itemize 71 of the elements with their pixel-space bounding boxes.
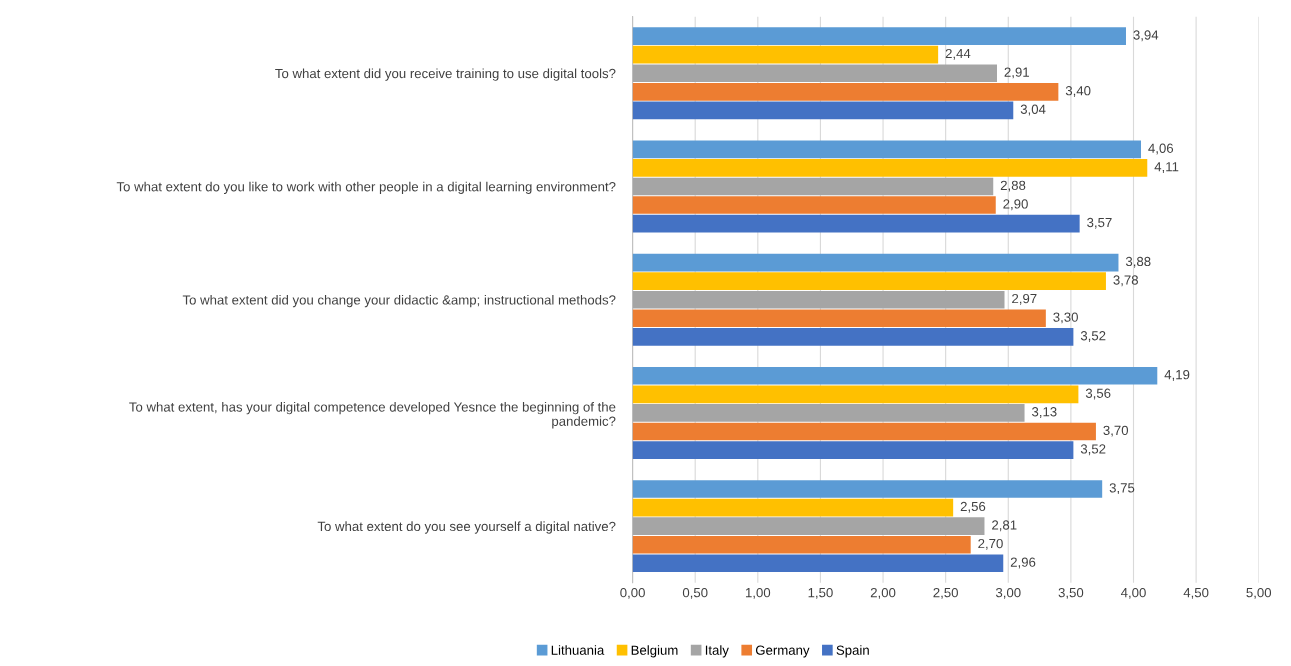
data-label: 3,78 — [1113, 275, 1138, 287]
y-tick-label: To what extent did you receive training to use digital tools? — [275, 68, 616, 81]
bar — [632, 140, 1142, 159]
data-label: 2,96 — [1010, 557, 1036, 569]
x-tick-label: 0,00 — [620, 587, 645, 599]
data-label: 3,40 — [1065, 86, 1091, 97]
bar — [632, 498, 954, 517]
data-label: 3,30 — [1053, 312, 1078, 324]
data-label: 3,13 — [1032, 407, 1057, 419]
legend-label: Lithuania — [551, 645, 605, 655]
legend-label: Italy — [705, 645, 729, 658]
bar — [632, 64, 997, 83]
bar — [632, 196, 996, 214]
y-tick-label: To what extent, has your digital competence developed Yesnce the beginning of the pandemic? — [129, 401, 616, 429]
bar — [632, 290, 1005, 309]
bar — [632, 441, 1074, 459]
bar — [632, 83, 1059, 101]
data-label: 3,52 — [1080, 444, 1106, 456]
bar — [632, 309, 1046, 328]
bar — [632, 366, 1158, 385]
x-tick-label: 1,00 — [745, 587, 771, 599]
x-tick-label: 4,00 — [1120, 587, 1146, 599]
data-label: 2,90 — [1003, 199, 1028, 211]
data-label: 2,91 — [1004, 67, 1029, 79]
data-label: 3,75 — [1109, 483, 1135, 495]
x-tick-label: 3,50 — [1058, 587, 1084, 599]
data-label: 2,70 — [978, 538, 1003, 550]
bar — [632, 272, 1106, 290]
data-label: 3,04 — [1020, 104, 1046, 116]
bar — [632, 554, 1004, 573]
legend-label: Spain — [836, 645, 869, 658]
y-tick-label: To what extent do you see yourself a digital native? — [317, 521, 616, 534]
data-label: 2,81 — [992, 520, 1017, 532]
x-tick-label: 2,00 — [870, 587, 896, 599]
bar — [632, 517, 985, 535]
x-tick-label: 0,50 — [682, 587, 708, 599]
data-label: 4,06 — [1148, 143, 1174, 155]
legend-label: Germany — [755, 645, 810, 658]
x-tick-label: 1,50 — [808, 587, 833, 599]
data-label: 3,52 — [1080, 331, 1106, 342]
data-label: 3,94 — [1133, 30, 1159, 42]
bar — [632, 385, 1079, 404]
bar — [632, 328, 1074, 346]
data-label: 4,19 — [1164, 369, 1190, 381]
x-tick-label: 3,00 — [995, 587, 1021, 599]
bar — [632, 422, 1096, 441]
x-tick-label: 5,00 — [1246, 587, 1272, 599]
data-label: 3,57 — [1087, 217, 1112, 229]
bar — [632, 480, 1103, 498]
bar — [632, 101, 1014, 120]
y-tick-label: To what extent do you like to work with other people in a digital learning environment? — [116, 181, 616, 194]
bar — [632, 177, 994, 196]
data-label: 4,11 — [1154, 162, 1179, 174]
data-label: 2,44 — [945, 48, 971, 60]
data-label: 2,56 — [960, 501, 986, 513]
bar — [632, 404, 1025, 422]
y-tick-label: To what extent did you change your didactic &amp; instructional methods? — [182, 294, 616, 308]
bar — [632, 27, 1126, 45]
data-label: 3,56 — [1085, 388, 1111, 400]
bar — [632, 45, 939, 64]
x-tick-label: 2,50 — [933, 587, 958, 599]
data-label: 2,97 — [1012, 293, 1037, 305]
data-label: 3,70 — [1103, 425, 1129, 437]
legend-label: Belgium — [631, 645, 678, 658]
data-label: 2,88 — [1000, 180, 1026, 192]
bar — [632, 253, 1119, 272]
bar — [632, 535, 971, 554]
x-tick-label: 4,50 — [1183, 587, 1209, 599]
data-label: 3,88 — [1125, 256, 1151, 268]
bar — [632, 214, 1080, 233]
bar — [632, 159, 1148, 177]
